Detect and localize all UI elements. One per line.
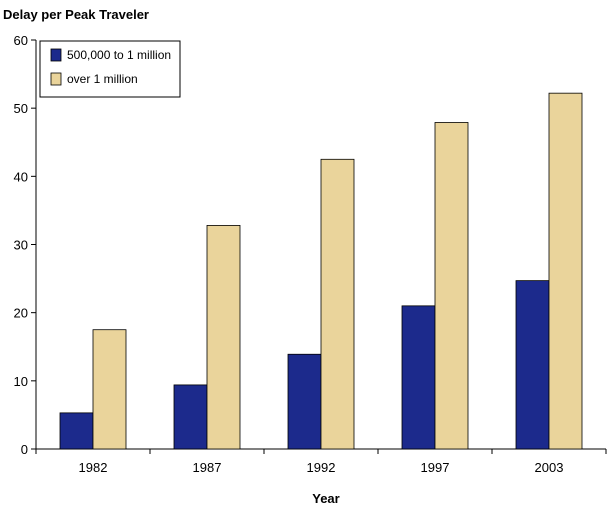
y-tick-label: 0	[21, 442, 28, 457]
x-tick-label-2003: 2003	[535, 460, 564, 475]
legend: 500,000 to 1 million over 1 million	[39, 40, 181, 98]
y-tick-label: 50	[14, 101, 28, 116]
x-tick-label-1987: 1987	[193, 460, 222, 475]
bar-over-1m-1992	[320, 158, 355, 450]
y-tick-label: 20	[14, 306, 28, 321]
x-axis-label: Year	[312, 491, 339, 506]
bar-500k-1m-1987	[173, 384, 208, 450]
y-tick-label: 30	[14, 238, 28, 253]
bar-500k-1m-1982	[59, 412, 94, 450]
legend-swatch-over-1m	[50, 72, 62, 86]
y-tick-label: 40	[14, 169, 28, 184]
y-axis-ticks: 0 10 20 30 40 50 60	[14, 33, 36, 457]
bar-over-1m-2003	[548, 92, 583, 450]
legend-label-over-1m: over 1 million	[67, 72, 138, 86]
x-tick-label-1997: 1997	[421, 460, 450, 475]
bar-over-1m-1982	[92, 329, 127, 450]
bar-500k-1m-1992	[287, 353, 322, 450]
legend-label-500k-1m: 500,000 to 1 million	[67, 48, 171, 62]
bars	[59, 92, 583, 450]
y-tick-label: 60	[14, 33, 28, 48]
y-tick-label: 10	[14, 374, 28, 389]
bar-over-1m-1987	[206, 225, 241, 450]
x-tick-label-1992: 1992	[307, 460, 336, 475]
x-axis-ticks: 1982 1987 1992 1997 2003	[35, 449, 607, 475]
bar-over-1m-1997	[434, 122, 469, 450]
x-tick-label-1982: 1982	[79, 460, 108, 475]
y-axis-label: Delay per Peak Traveler	[3, 7, 149, 22]
bar-500k-1m-1997	[401, 305, 436, 450]
legend-swatch-500k-1m	[50, 48, 62, 62]
bar-500k-1m-2003	[515, 280, 550, 450]
legend-box	[39, 40, 181, 98]
